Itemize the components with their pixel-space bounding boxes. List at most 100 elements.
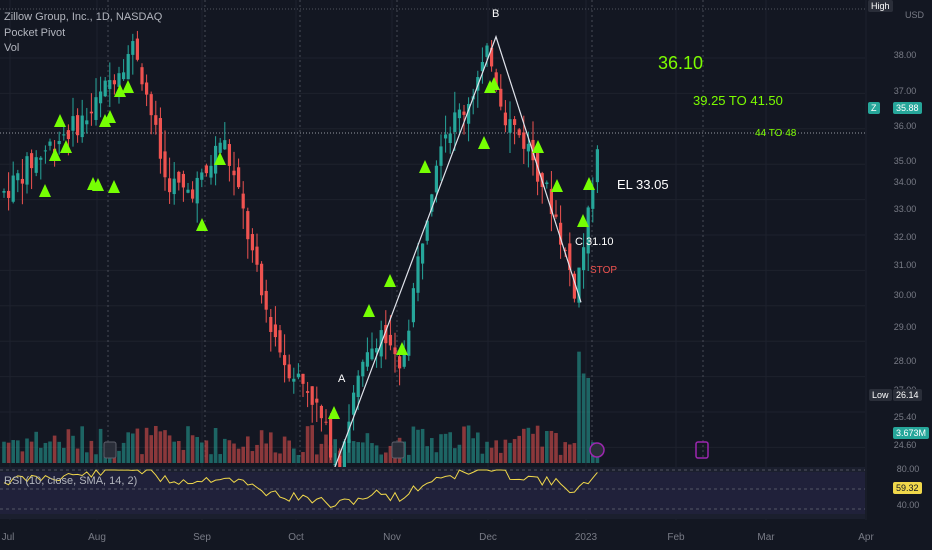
volume-bar — [186, 426, 190, 463]
volume-bar — [411, 426, 416, 463]
volume-bar — [246, 436, 250, 463]
candle — [453, 112, 457, 133]
candle — [71, 116, 75, 131]
pocket-pivot-marker — [384, 274, 396, 287]
pocket-pivot-marker — [488, 77, 500, 90]
candle — [499, 88, 503, 107]
volume-bar — [282, 436, 287, 463]
volume-bar — [227, 440, 232, 463]
abc-wave-line — [332, 34, 582, 473]
candle — [375, 348, 379, 353]
volume-bar — [508, 442, 512, 463]
candle — [48, 141, 52, 146]
candle — [508, 119, 512, 133]
volume-bar — [11, 440, 15, 463]
candle — [273, 324, 277, 338]
volume-bar — [25, 438, 29, 463]
volume-bar — [269, 432, 273, 463]
volume-bar — [462, 426, 466, 463]
candle — [223, 140, 227, 150]
candle — [591, 189, 595, 209]
target-2: 39.25 TO 41.50 — [693, 93, 783, 108]
volume-bar — [75, 448, 80, 463]
candle — [255, 246, 259, 265]
volume-bar — [126, 432, 130, 463]
volume-bar — [361, 442, 365, 463]
volume-bar — [466, 425, 471, 463]
volume-bar — [581, 373, 586, 463]
candle — [370, 348, 374, 360]
candle — [526, 143, 530, 152]
candle — [89, 111, 93, 114]
badge-last-symbol: Z — [868, 102, 880, 114]
candle — [57, 140, 61, 145]
volume-bar — [149, 435, 153, 463]
candle — [94, 97, 98, 120]
candle — [306, 391, 310, 393]
pocket-pivot-marker — [39, 184, 51, 197]
candle — [577, 267, 581, 303]
candle — [439, 146, 443, 166]
volume-bar — [135, 428, 140, 463]
volume-bar — [319, 443, 324, 463]
volume-bar — [517, 435, 521, 463]
rsi-panel — [0, 467, 865, 519]
volume-bar — [131, 433, 135, 463]
volume-bar — [535, 425, 540, 463]
volume-bar — [29, 441, 34, 463]
earnings-marker — [103, 441, 117, 459]
rsi-tick-label: 40.00 — [897, 500, 920, 510]
candle — [2, 191, 6, 193]
volume-bar — [471, 438, 475, 463]
candle — [296, 373, 300, 378]
candle — [168, 178, 172, 193]
candle — [140, 67, 144, 85]
volume-bar — [351, 441, 356, 463]
volume-bar — [365, 433, 370, 463]
candle — [25, 156, 29, 185]
volume-bar — [499, 452, 503, 463]
volume-bar — [154, 425, 158, 463]
candle — [62, 134, 66, 136]
pocket-pivot-marker — [214, 152, 226, 165]
volume-bar — [259, 430, 264, 463]
candle — [122, 72, 126, 80]
candle — [11, 175, 15, 202]
volume-bar — [526, 427, 531, 463]
candle — [398, 356, 402, 369]
candle — [195, 177, 199, 204]
candle — [149, 94, 153, 116]
candle — [264, 290, 268, 310]
time-axis-label: Aug — [88, 532, 106, 543]
price-tick-label: 25.40 — [894, 412, 917, 422]
candle — [145, 82, 149, 95]
entry-level: EL 33.05 — [617, 177, 669, 192]
volume-bar — [434, 452, 439, 463]
time-axis-label: Mar — [757, 532, 775, 543]
price-tick-label: 24.60 — [894, 440, 917, 450]
candle — [517, 129, 521, 136]
volume-bar — [420, 428, 425, 463]
candle — [480, 62, 484, 72]
candle — [503, 112, 507, 126]
time-axis-label: Oct — [288, 532, 304, 543]
volume-bar — [338, 450, 342, 463]
candle — [347, 421, 351, 443]
volume-bar — [356, 442, 360, 463]
volume-bar — [39, 447, 43, 463]
volume-bar — [549, 430, 554, 463]
candle — [43, 150, 47, 152]
candle — [278, 330, 282, 353]
stop-label: STOP — [590, 265, 618, 276]
volume-bar — [80, 426, 84, 463]
volume-bar — [485, 441, 489, 463]
volume-bar — [374, 445, 379, 463]
volume-bar — [255, 444, 259, 463]
candle — [117, 73, 121, 87]
candle — [549, 188, 553, 215]
volume-bar — [512, 439, 517, 463]
volume-bar — [89, 440, 94, 463]
candle — [237, 167, 241, 188]
